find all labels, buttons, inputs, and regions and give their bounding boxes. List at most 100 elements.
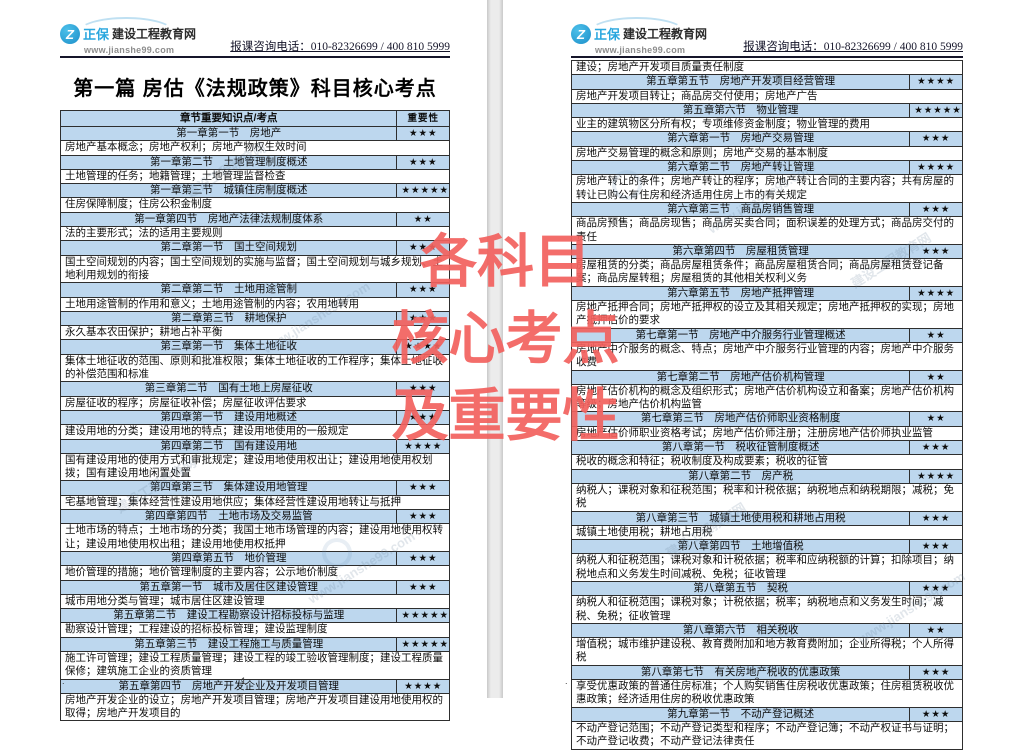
- detail-row: 建设用地的分类；建设用地的特点；建设用地使用的一般规定: [60, 424, 450, 440]
- key-points-text: 集体土地征收的范围、原则和批准权限；集体土地征收的工作程序；集体土地征收的补偿范…: [60, 353, 450, 383]
- importance-stars: ★★: [909, 411, 963, 427]
- importance-stars: ★★★★: [396, 678, 450, 694]
- detail-row: 不动产登记范围；不动产登记类型和程序；不动产登记簿；不动产权证书与证明；不动产登…: [571, 720, 963, 750]
- section-row: 第八章第四节 土地增值税 ★★★: [570, 539, 963, 555]
- detail-row: 城市用地分类与管理；城市居住区建设管理: [60, 593, 450, 610]
- section-row: 第二章第一节 国土空间规划 ★★★: [59, 240, 450, 256]
- section-row: 第八章第二节 房产税 ★★★★: [570, 468, 963, 484]
- section-row: 第二章第二节 土地用途管制 ★★★: [59, 282, 450, 298]
- section-title: 第二章第二节 土地用途管制: [59, 282, 398, 298]
- section-row: 第四章第四节 土地市场及交易监管 ★★★: [59, 509, 450, 525]
- importance-stars: ★★★: [909, 664, 963, 681]
- importance-stars: ★★★: [396, 125, 450, 142]
- detail-row: 房屋征收的程序；房屋征收补偿；房屋征收评估要求: [60, 395, 450, 411]
- brand-logo: Z 正保 建设工程教育网 www.jianshe99.com: [571, 17, 707, 55]
- section-row: 第六章第二节 房地产转让管理 ★★★★: [570, 160, 963, 176]
- key-points-text: 房地产基本概念；房地产权利；房地产物权生效时间: [60, 140, 450, 156]
- section-title: 第八章第一节 税收征管制度概述: [570, 440, 911, 456]
- core-points-table-page1: 章节重要知识点/考点 重要性 第一章第一节 房地产 ★★★ 房地产基本概念；房地产权利；…: [59, 110, 450, 722]
- importance-stars: ★★: [909, 327, 963, 343]
- importance-stars: ★★★★: [909, 160, 963, 176]
- section-row: 第二章第三节 耕地保护 ★★★: [59, 310, 450, 327]
- detail-row: 房地产估价师职业资格考试；房地产估价师注册；注册房地产估价师执业监管: [571, 425, 963, 442]
- detail-row: 纳税人；课税对象和征税范围；税率和计税依据；纳税地点和纳税期限；减税；免税: [571, 482, 963, 512]
- page-footer: . 2: [503, 676, 1011, 686]
- key-points-text: 勘察设计管理；工程建设的招标投标管理；建设监理制度: [60, 622, 450, 638]
- section-title: 第五章第三节 建设工程施工与质量管理: [59, 636, 398, 652]
- importance-stars: ★★★★★: [396, 183, 450, 199]
- section-row: 第八章第七节 有关房地产税收的优惠政策 ★★★: [570, 664, 963, 681]
- section-row: 第一章第一节 房地产 ★★★: [59, 125, 450, 142]
- section-title: 第五章第五节 房地产开发项目经营管理: [570, 74, 911, 90]
- key-points-text: 建设；房地产开发项目质量责任制度: [571, 59, 963, 76]
- importance-stars: ★★★: [909, 440, 963, 456]
- detail-row: 房地产交易管理的概念和原则；房地产交易的基本制度: [571, 145, 963, 162]
- section-title: 第一章第二节 土地管理制度概述: [59, 154, 398, 170]
- detail-row: 勘察设计管理；工程建设的招标投标管理；建设监理制度: [60, 622, 450, 638]
- key-points-text: 增值税；城市维护建设税、教育费附加和地方教育费附加；企业所得税；个人所得税: [571, 637, 963, 666]
- detail-row: 地价管理的措施；地价管理制度的主要内容；公示地价制度: [60, 565, 450, 581]
- section-title: 第四章第四节 土地市场及交易监管: [59, 509, 398, 525]
- consult-phone: 报课咨询电话：010-82326699 / 400 810 5999: [743, 41, 963, 53]
- section-title: 第八章第六节 相关税收: [570, 622, 911, 639]
- importance-stars: ★★★: [396, 282, 450, 298]
- importance-stars: ★★★: [396, 381, 450, 397]
- importance-stars: ★★★★★: [909, 102, 963, 119]
- section-row: 第七章第一节 房地产中介服务行业管理概述 ★★: [570, 327, 963, 343]
- key-points-text: 纳税人和征税范围；课税对象和计税依据；税率和应纳税额的计算；扣除项目；纳税地点和…: [571, 553, 963, 582]
- importance-stars: ★★★: [396, 310, 450, 327]
- section-title: 第七章第一节 房地产中介服务行业管理概述: [570, 327, 911, 343]
- section-row: 第一章第三节 城镇住房制度概述 ★★★★★: [59, 183, 450, 199]
- detail-row: 增值税；城市维护建设税、教育费附加和地方教育费附加；企业所得税；个人所得税: [571, 637, 963, 666]
- detail-row: 房地产开发项目转让；商品房交付使用；房地产广告: [571, 88, 963, 104]
- section-row: 第六章第四节 房屋租赁管理 ★★★: [570, 243, 963, 260]
- detail-row: 城镇土地使用税；耕地占用税: [571, 524, 963, 541]
- section-row: 第八章第六节 相关税收 ★★: [570, 622, 963, 639]
- importance-stars: ★★★★★: [396, 608, 450, 624]
- detail-row: 税收的概念和特征；税收制度及构成要素；税收的征管: [571, 454, 963, 470]
- key-points-text: 房屋租赁的分类；商品房屋租赁条件；商品房屋租赁合同；商品房屋租赁登记备案；商品房…: [571, 258, 963, 287]
- section-row: 第三章第一节 集体土地征收 ★★★★: [59, 339, 450, 355]
- key-points-text: 纳税人；课税对象和征税范围；税率和计税依据；纳税地点和纳税期限；减税；免税: [571, 482, 963, 512]
- section-row: 第五章第一节 城市及居住区建设管理 ★★★: [59, 579, 450, 595]
- key-points-text: 国有建设用地的使用方式和审批规定；建设用地使用权出让；建设用地使用权划拨；国有建…: [60, 452, 450, 482]
- detail-row: 土地管理的任务；地籍管理；土地管理监督检查: [60, 168, 450, 185]
- importance-stars: ★★★: [909, 201, 963, 218]
- page-footer: . 1: [0, 676, 487, 686]
- section-title: 第八章第二节 房产税: [570, 468, 911, 484]
- section-title: 第八章第三节 城镇土地使用税和耕地占用税: [570, 510, 911, 526]
- section-title: 第六章第三节 商品房销售管理: [570, 201, 911, 218]
- logo-swoosh-icon: [78, 17, 174, 47]
- section-title: 第四章第二节 国有建设用地: [59, 438, 398, 454]
- section-title: 第一章第四节 房地产法律法规制度体系: [59, 211, 398, 228]
- table-header-row: 章节重要知识点/考点 重要性: [59, 110, 450, 127]
- page-2: Z 正保 建设工程教育网 www.jianshe99.com 报课咨询电话：01…: [503, 0, 1011, 750]
- detail-row: 国有建设用地的使用方式和审批规定；建设用地使用权出让；建设用地使用权划拨；国有建…: [60, 452, 450, 482]
- detail-row: 房地产估价机构的概念及组织形式；房地产估价机构设立和备案；房地产估价机构等级；房…: [571, 383, 963, 413]
- key-points-text: 房地产估价师职业资格考试；房地产估价师注册；注册房地产估价师执业监管: [571, 425, 963, 442]
- key-points-text: 房屋征收的程序；房屋征收补偿；房屋征收评估要求: [60, 395, 450, 411]
- section-title: 第八章第五节 契税: [570, 580, 911, 597]
- footer-mark: .: [62, 676, 65, 686]
- detail-row: 施工许可管理；建设工程质量管理；建设工程的竣工验收管理制度；建设工程质量保修；建…: [60, 650, 450, 680]
- importance-stars: ★★★: [909, 131, 963, 147]
- section-title: 第九章第一节 不动产登记概述: [570, 706, 911, 722]
- zhengbao-logo-icon: Z: [571, 24, 591, 44]
- section-title: 第四章第三节 集体建设用地管理: [59, 480, 398, 496]
- detail-row: 永久基本农田保护；耕地占补平衡: [60, 325, 450, 341]
- importance-stars: ★★★: [396, 240, 450, 256]
- detail-row: 法的主要形式；法的适用主要规则: [60, 226, 450, 242]
- section-title: 第六章第二节 房地产转让管理: [570, 160, 911, 176]
- importance-stars: ★★★: [909, 510, 963, 526]
- importance-stars: ★★★: [396, 154, 450, 170]
- key-points-text: 宅基地管理；集体经营性建设用地供应；集体经营性建设用地转让与抵押: [60, 494, 450, 511]
- key-points-text: 地价管理的措施；地价管理制度的主要内容；公示地价制度: [60, 565, 450, 581]
- section-title: 第三章第二节 国有土地上房屋征收: [59, 381, 398, 397]
- section-title: 第八章第七节 有关房地产税收的优惠政策: [570, 664, 911, 681]
- key-points-text: 业主的建筑物区分所有权；专项维修资金制度；物业管理的费用: [571, 117, 963, 133]
- key-points-text: 房地产转让的条件；房地产转让的程序；房地产转让合同的主要内容；共有房屋的转让已购…: [571, 174, 963, 203]
- importance-stars: ★★★★: [909, 285, 963, 302]
- brand-url: www.jianshe99.com: [595, 45, 686, 55]
- section-row: 第六章第三节 商品房销售管理 ★★★: [570, 201, 963, 218]
- section-row: 第五章第六节 物业管理 ★★★★★: [570, 102, 963, 119]
